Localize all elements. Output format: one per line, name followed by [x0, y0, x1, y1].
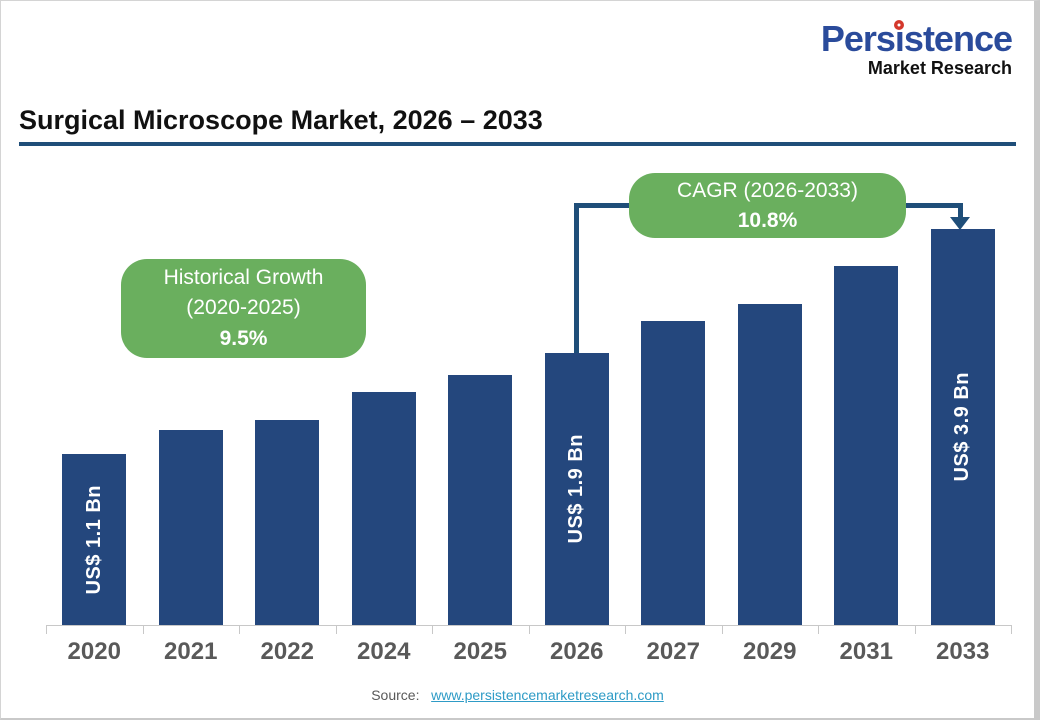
cagr-line1: CAGR (2026-2033)	[677, 179, 858, 203]
x-axis-label-2027: 2027	[646, 638, 700, 665]
source-line: Source: www.persistencemarketresearch.co…	[1, 687, 1034, 703]
historical-growth-line1: Historical Growth	[163, 265, 324, 289]
x-axis-label-2021: 2021	[164, 638, 218, 665]
x-axis-tick	[1011, 625, 1012, 634]
x-axis-tick	[914, 625, 916, 634]
bar-2026: US$ 1.9 Bn	[544, 353, 609, 625]
x-axis-label-2029: 2029	[743, 638, 797, 665]
logo-dot-core	[897, 23, 901, 27]
x-axis-label-2026: 2026	[550, 638, 604, 665]
x-axis-label-2022: 2022	[260, 638, 314, 665]
bar-2022	[255, 420, 320, 625]
bar-2029	[737, 304, 802, 625]
bar-2020: US$ 1.1 Bn	[62, 454, 127, 625]
source-link[interactable]: www.persistencemarketresearch.com	[431, 687, 664, 703]
historical-growth-callout: Historical Growth (2020-2025) 9.5%	[121, 259, 366, 358]
x-axis-label-2025: 2025	[453, 638, 507, 665]
page-title: Surgical Microscope Market, 2026 – 2033	[19, 105, 543, 135]
x-axis-tick	[432, 625, 433, 634]
cagr-connector-left-segment	[574, 203, 579, 353]
bar-value-label-wrap-2026: US$ 1.9 Bn	[545, 353, 609, 625]
bar-2033: US$ 3.9 Bn	[930, 229, 995, 625]
bar-value-label-2033: US$ 3.9 Bn	[951, 372, 974, 482]
logo-subtitle: Market Research	[867, 58, 1012, 78]
bar-2024	[351, 392, 416, 625]
bar-value-label-2020: US$ 1.1 Bn	[82, 484, 105, 595]
bar-2027	[641, 321, 706, 625]
cagr-connector-right-segment	[958, 203, 963, 218]
bar-2021	[158, 430, 223, 625]
logo-brand-pre: Pers	[820, 18, 896, 59]
x-axis-tick	[142, 625, 144, 634]
historical-growth-line2: (2020-2025)	[186, 296, 301, 320]
x-axis-tick	[528, 625, 530, 634]
logo-brand: Persi stence	[820, 18, 1013, 59]
bar-value-label-wrap-2033: US$ 3.9 Bn	[931, 229, 995, 625]
x-axis-tick	[239, 625, 240, 634]
x-axis-label-2024: 2024	[357, 638, 411, 665]
x-axis-tick	[46, 625, 47, 634]
logo-brand-post: stence	[903, 18, 1013, 59]
x-axis-tick	[335, 625, 337, 634]
x-axis-tick	[625, 625, 626, 634]
x-axis-label-2031: 2031	[839, 638, 893, 665]
source-label: Source:	[371, 687, 420, 703]
cagr-value: 10.8%	[737, 208, 798, 232]
x-axis-label-2033: 2033	[936, 638, 990, 665]
x-axis-label-2020: 2020	[67, 638, 121, 665]
bar-2025	[448, 375, 513, 625]
cagr-callout: CAGR (2026-2033) 10.8%	[629, 173, 906, 238]
bar-value-label-2026: US$ 1.9 Bn	[565, 434, 588, 544]
bar-value-label-wrap-2020: US$ 1.1 Bn	[62, 454, 126, 625]
title-underline	[19, 142, 1016, 146]
logo-brand-i: i	[894, 18, 905, 59]
historical-growth-value: 9.5%	[219, 326, 268, 350]
x-axis-tick	[721, 625, 723, 634]
logo: Persi stence Market Research	[820, 18, 1013, 78]
bar-2031	[834, 266, 899, 625]
logo-dot-icon	[894, 20, 905, 30]
x-axis-tick	[818, 625, 819, 634]
cagr-connector-arrowhead-icon	[950, 217, 970, 230]
